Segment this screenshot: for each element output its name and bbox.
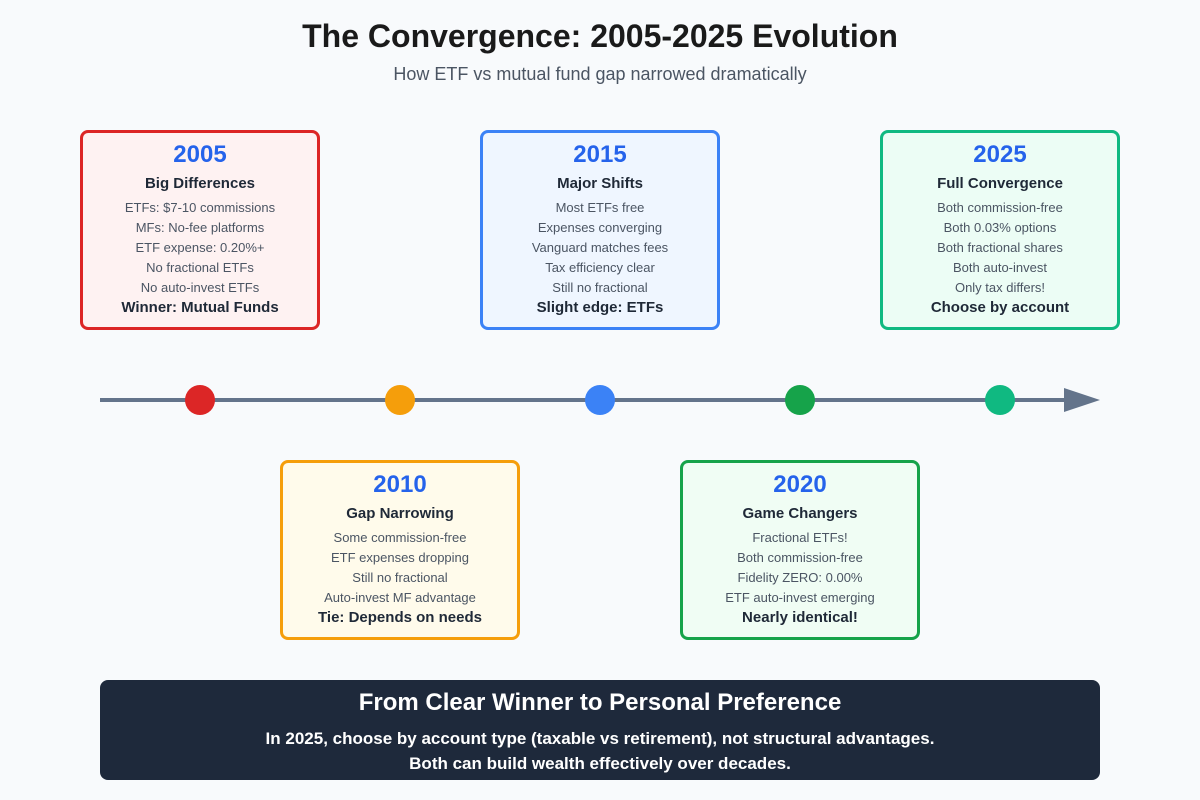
milestone-item: Auto-invest MF advantage <box>324 590 476 605</box>
milestone-card-2020: 2020 Game Changers Fractional ETFs! Both c… <box>680 460 920 640</box>
page-title: The Convergence: 2005-2025 Evolution <box>302 18 898 54</box>
timeline-dot-2005 <box>185 385 215 415</box>
milestone-item: Still no fractional <box>352 570 448 585</box>
timeline-dot-2010 <box>385 385 415 415</box>
timeline-arrow-icon <box>1064 388 1100 412</box>
milestone-item: Both commission-free <box>737 550 863 565</box>
milestone-year: 2015 <box>573 141 627 168</box>
milestone-item: Only tax differs! <box>954 280 1046 295</box>
milestone-year: 2010 <box>373 471 427 498</box>
timeline-dot-2020 <box>785 385 815 415</box>
milestone-item: ETF expense: 0.20%+ <box>135 240 265 255</box>
milestone-card-2010: 2010 Gap Narrowing Some commission-free ET… <box>280 460 520 640</box>
milestone-heading: Gap Narrowing <box>346 505 454 522</box>
milestone-heading: Game Changers <box>742 505 858 522</box>
milestone-year: 2020 <box>773 471 827 498</box>
milestone-item: Both commission-free <box>937 200 1063 215</box>
milestone-verdict: Choose by account <box>930 299 1070 316</box>
milestone-item: ETFs: $7-10 commissions <box>124 200 276 215</box>
banner-title: From Clear Winner to Personal Preference <box>358 689 842 716</box>
milestone-item: Still no fractional <box>552 280 648 295</box>
milestone-item: No auto-invest ETFs <box>140 280 260 295</box>
milestone-item: MFs: No-fee platforms <box>135 220 265 235</box>
milestone-verdict: Tie: Depends on needs <box>318 609 482 626</box>
milestone-item: Both fractional shares <box>937 240 1063 255</box>
timeline <box>100 385 1100 415</box>
milestone-year: 2005 <box>173 141 227 168</box>
milestone-item: Fidelity ZERO: 0.00% <box>737 570 863 585</box>
milestone-verdict: Winner: Mutual Funds <box>121 299 279 316</box>
milestone-item: Some commission-free <box>333 530 467 545</box>
milestone-item: ETF auto-invest emerging <box>725 590 875 605</box>
milestone-item: Fractional ETFs! <box>752 530 848 545</box>
milestone-card-2025: 2025 Full Convergence Both commission-fre… <box>880 130 1120 330</box>
milestone-heading: Major Shifts <box>557 175 643 192</box>
milestone-card-2015: 2015 Major Shifts Most ETFs free Expenses … <box>480 130 720 330</box>
milestone-card-2005: 2005 Big Differences ETFs: $7-10 commissi… <box>80 130 320 330</box>
timeline-dot-2025 <box>985 385 1015 415</box>
milestone-verdict: Nearly identical! <box>742 609 858 626</box>
milestone-item: Both auto-invest <box>953 260 1047 275</box>
milestone-item: Most ETFs free <box>555 200 645 215</box>
milestone-item: Expenses converging <box>537 220 663 235</box>
summary-banner: From Clear Winner to Personal Preference… <box>100 680 1100 780</box>
milestone-item: Vanguard matches fees <box>531 240 669 255</box>
milestone-item: Both 0.03% options <box>943 220 1057 235</box>
timeline-dot-2015 <box>585 385 615 415</box>
milestone-item: No fractional ETFs <box>146 260 254 275</box>
milestone-year: 2025 <box>973 141 1027 168</box>
milestone-item: Tax efficiency clear <box>545 260 655 275</box>
page-subtitle: How ETF vs mutual fund gap narrowed dram… <box>393 64 807 84</box>
banner-line: Both can build wealth effectively over d… <box>409 754 791 773</box>
banner-line: In 2025, choose by account type (taxable… <box>265 729 935 748</box>
milestone-item: ETF expenses dropping <box>330 550 470 565</box>
milestone-heading: Big Differences <box>144 175 256 192</box>
milestone-verdict: Slight edge: ETFs <box>536 299 664 316</box>
milestone-heading: Full Convergence <box>937 175 1063 192</box>
